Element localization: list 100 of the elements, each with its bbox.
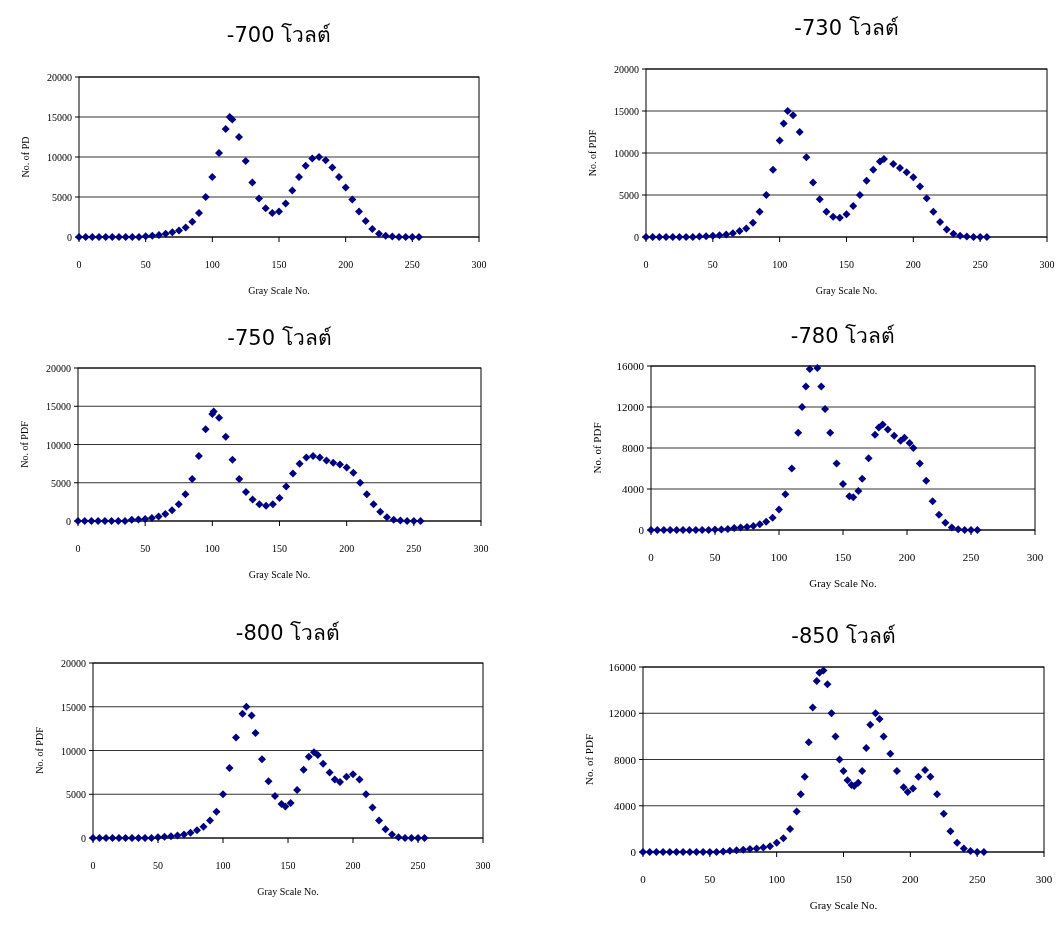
point [403, 517, 412, 525]
y-tick-label: 15000 [47, 112, 72, 123]
point [315, 153, 323, 161]
x-tick-label: 150 [272, 543, 287, 554]
point [232, 733, 240, 742]
y-tick-label: 4000 [614, 799, 637, 812]
x-tick-label: 300 [471, 259, 487, 270]
point [121, 517, 130, 525]
point [679, 526, 687, 534]
point [341, 183, 350, 192]
x-axis-title: Gray Scale No. [815, 285, 878, 296]
point [369, 500, 378, 509]
x-tick-label: 100 [215, 860, 231, 871]
y-axis-title: No. of PDF [591, 422, 603, 474]
y-tick-label: 5000 [51, 477, 71, 489]
point [842, 210, 851, 219]
point [672, 526, 681, 534]
point [787, 464, 796, 473]
point [388, 232, 397, 241]
point [855, 191, 864, 199]
y-tick-label: 20000 [47, 72, 72, 83]
x-tick-label: 250 [972, 259, 988, 270]
y-tick-label: 20000 [46, 363, 71, 374]
y-axis-title: No. of PD [20, 136, 31, 178]
point [199, 822, 208, 831]
point [942, 225, 951, 234]
point [322, 456, 331, 465]
point [382, 513, 391, 522]
point [735, 227, 744, 236]
y-tick-label: 10000 [46, 439, 71, 451]
point [342, 463, 351, 472]
point [762, 191, 771, 199]
point [691, 526, 700, 534]
point [271, 792, 279, 800]
point [775, 136, 784, 145]
point [175, 226, 183, 235]
point [349, 468, 358, 477]
point [195, 209, 203, 217]
y-tick-label: 15000 [614, 106, 639, 117]
point [962, 232, 971, 241]
point [409, 517, 418, 525]
point [802, 153, 811, 162]
point [941, 518, 950, 527]
point [368, 225, 377, 233]
point [268, 500, 277, 509]
point [394, 833, 403, 842]
point [336, 778, 344, 786]
x-tick-label: 50 [709, 551, 721, 563]
point [376, 507, 385, 516]
point [174, 500, 183, 509]
point [902, 168, 911, 177]
point [212, 807, 221, 816]
x-tick-label: 300 [1039, 259, 1055, 270]
point [895, 164, 904, 173]
point [973, 526, 982, 534]
point [108, 834, 117, 842]
point [832, 459, 841, 468]
point [262, 501, 271, 510]
x-tick-label: 50 [140, 259, 151, 270]
point [315, 453, 324, 462]
point [215, 413, 224, 422]
point [309, 451, 318, 460]
point [219, 790, 227, 799]
point [375, 816, 383, 825]
point [982, 233, 991, 241]
point [281, 199, 290, 208]
point [238, 709, 247, 718]
point [154, 512, 163, 521]
point [401, 834, 409, 842]
point [201, 193, 210, 201]
point [168, 506, 177, 515]
point [248, 178, 257, 187]
y-tick-label: 8000 [614, 753, 637, 766]
point [722, 230, 731, 239]
point [225, 764, 234, 772]
y-tick-label: 20000 [61, 658, 86, 669]
point [241, 487, 250, 496]
point [241, 157, 250, 165]
point [304, 752, 313, 761]
point [286, 799, 295, 807]
point [288, 186, 297, 195]
point [368, 803, 377, 812]
point [666, 526, 675, 534]
point [102, 834, 110, 842]
point [94, 517, 103, 525]
point [215, 149, 223, 157]
point [688, 233, 697, 241]
y-tick-label: 12000 [608, 707, 637, 720]
point [655, 233, 664, 241]
point [135, 233, 143, 241]
point [947, 523, 956, 532]
point [715, 231, 724, 240]
point [711, 525, 719, 534]
x-tick-label: 200 [905, 259, 921, 270]
point [798, 403, 807, 411]
point [107, 517, 116, 525]
point [909, 444, 918, 452]
point [206, 816, 214, 825]
point [704, 526, 713, 534]
point [288, 469, 297, 478]
